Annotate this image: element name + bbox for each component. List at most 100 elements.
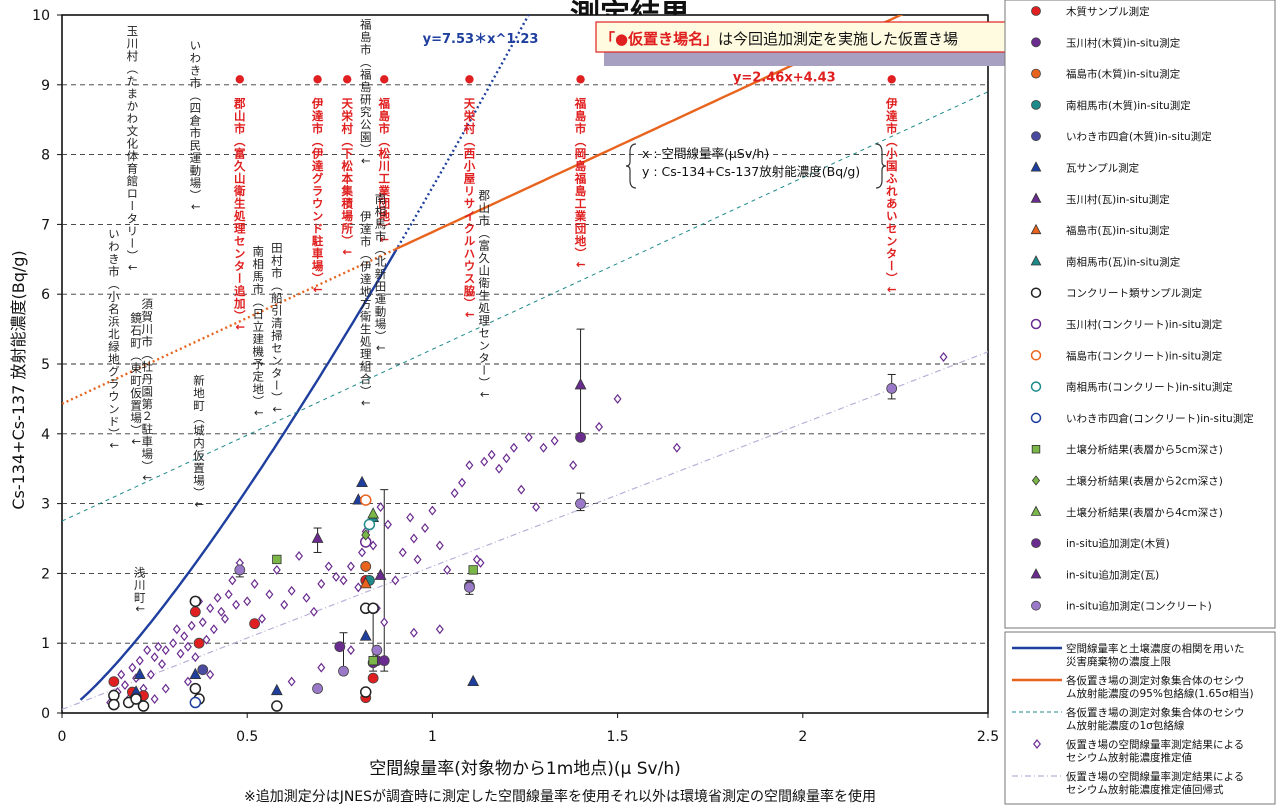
data-point [243, 596, 252, 607]
legend-marker [1031, 538, 1041, 548]
data-point [189, 606, 201, 618]
y-tick-label: 9 [41, 78, 50, 94]
data-point [569, 460, 578, 471]
equation-label: y=2.46x+4.43 [733, 70, 836, 85]
data-point [509, 442, 518, 453]
data-point [198, 617, 207, 628]
series-2 [360, 561, 372, 572]
data-point [334, 641, 346, 653]
variable-note-brace-left [625, 143, 637, 189]
curve-0-solid [79, 250, 397, 701]
data-point [137, 700, 150, 712]
data-point [487, 449, 496, 460]
line-legend-label: 災害廃棄物の濃度上限 [1066, 655, 1171, 668]
legend-marker [1030, 381, 1042, 392]
data-point [302, 592, 311, 603]
legend-marker [1030, 505, 1042, 516]
plot-area: 0 1 2 3 4 5 6 7 8 9 10 0 0.5 1 1.5 2 2.5 y=7.53＊x^1.23 y=2… [32, 8, 999, 745]
data-point [206, 603, 215, 614]
data-point [468, 565, 478, 575]
line-legend-label: セシウム放射能濃度推定値回帰式 [1066, 783, 1224, 796]
legend-item-label: 玉川村(コンクリート)in-situ測定 [1066, 318, 1223, 331]
data-point [476, 557, 485, 568]
line-legend-label: 仮置き場の空間線量率測定結果による [1066, 738, 1244, 751]
legend-item-label: 土壌分析結果(表層から5cm深さ) [1066, 443, 1223, 456]
curve-1-solid [394, 15, 904, 251]
data-point [209, 624, 218, 635]
data-point [398, 547, 407, 558]
legend-item-label: いわき市四倉(コンクリート)in-situ測定 [1066, 412, 1254, 425]
site-label: 天栄村（下松本集積場所）↓ [340, 97, 354, 258]
series-16 [367, 507, 380, 519]
data-point [158, 659, 166, 670]
legend-item-label: 福島市(瓦)in-situ測定 [1066, 224, 1170, 237]
data-point [232, 599, 241, 610]
site-label-dot [576, 75, 585, 84]
data-point [189, 696, 202, 709]
line-legend-swatch [1033, 739, 1041, 749]
legend-item-label: 土壌分析結果(表層から4cm深さ) [1066, 506, 1223, 519]
data-point [224, 589, 233, 600]
site-label: 田村市（船引清掃センター）↓ [270, 242, 284, 415]
data-point [193, 637, 205, 649]
site-label: 玉川村（たまかわ文化体育館ロータリー）↓ [125, 25, 139, 273]
variable-note: x : 空間線量率(μSv/h) y : Cs-134+Cs-137放射能濃度(… [625, 143, 887, 189]
x-tick-label: 2 [798, 729, 807, 745]
site-label: 鏡石町（東町仮置場）↓ [129, 311, 143, 448]
data-point [180, 631, 189, 642]
y-tick-label: 2 [41, 566, 50, 582]
legend-marker [1031, 600, 1041, 611]
data-point [287, 585, 296, 596]
site-label: 福島市（松川工業団地）↓ [377, 96, 391, 245]
data-point [135, 655, 144, 666]
legend-item-label: 玉川村(瓦)in-situ測定 [1066, 193, 1170, 206]
data-point [271, 700, 283, 712]
site-label: 天栄村（西小屋リサイクルハウス脇）↓ [462, 97, 476, 320]
data-point [532, 502, 541, 513]
data-point [421, 523, 429, 533]
data-point [172, 624, 181, 635]
data-point [265, 589, 274, 600]
series-19 [234, 383, 898, 694]
data-point [272, 554, 282, 565]
data-point [428, 505, 437, 516]
legend-marker [1030, 412, 1042, 424]
x-tick-label: 1 [428, 729, 437, 745]
line-legend-label: 各仮置き場の測定対象集合体のセシウ [1066, 706, 1245, 719]
site-label-dot [313, 75, 322, 84]
y-tick-label: 6 [41, 287, 50, 303]
data-point [258, 613, 266, 624]
equation-label: y=7.53＊x^1.23 [423, 32, 539, 47]
data-point [359, 686, 372, 698]
data-point [339, 575, 348, 586]
legend-item-label: in-situ追加測定(瓦) [1066, 568, 1159, 581]
series-11 [359, 494, 372, 506]
data-point [217, 606, 226, 617]
site-label: 新地町（城内仮置場）↓ [192, 374, 206, 511]
legend-item-label: 南相馬市(コンクリート)in-situ測定 [1066, 381, 1233, 394]
data-point [187, 620, 196, 631]
legend-marker [1031, 100, 1041, 110]
data-point [458, 477, 467, 488]
data-point [374, 568, 387, 580]
data-point [672, 442, 681, 453]
data-point [189, 667, 202, 680]
legend-marker [1030, 223, 1042, 235]
data-point [354, 582, 363, 593]
data-point [409, 533, 418, 544]
site-label: 郡山市（富久山衛生処理センター追加）↓ [233, 96, 247, 333]
data-point [346, 645, 355, 656]
legend-item-label: 福島市(コンクリート)in-situ測定 [1066, 349, 1223, 362]
data-point [376, 502, 385, 513]
data-point [939, 352, 948, 362]
y-tick-label: 7 [41, 217, 50, 233]
legend-item-label: 土壌分析結果(表層から2cm深さ) [1066, 475, 1223, 488]
data-point [280, 599, 289, 610]
series-15 [361, 529, 371, 541]
line-legend-label: ム放射能濃度の1σ包絡線 [1066, 719, 1185, 732]
data-point [391, 575, 400, 586]
data-point [183, 676, 192, 687]
data-point [363, 518, 376, 531]
data-point [150, 652, 159, 663]
